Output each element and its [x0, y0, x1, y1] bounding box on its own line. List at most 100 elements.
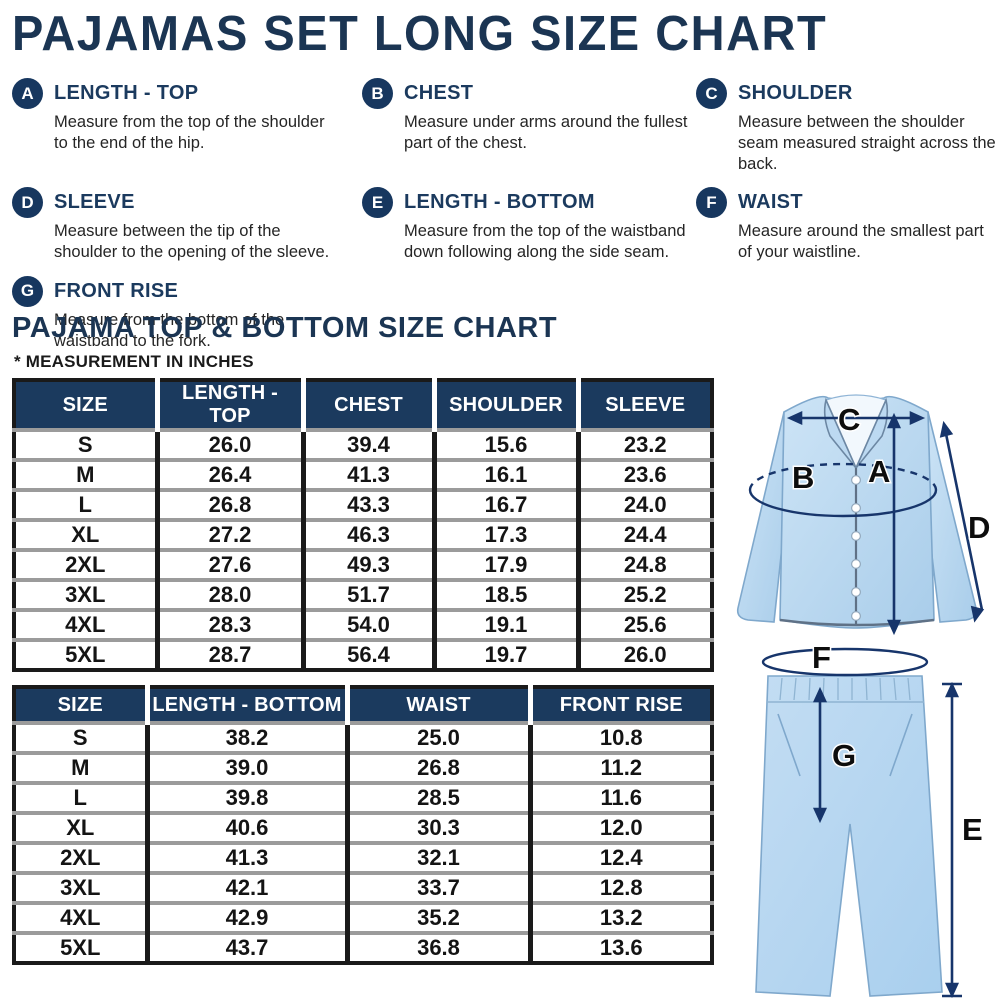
- waist-measure-ellipse: [761, 647, 929, 677]
- measurement-cell: 18.5: [434, 580, 581, 612]
- measurement-cell: 25.0: [347, 723, 533, 755]
- definition-header: D SLEEVE: [12, 187, 362, 219]
- section-subtitle: PAJAMA TOP & BOTTOM SIZE CHART: [12, 312, 558, 344]
- measurement-cell: 12.8: [530, 873, 712, 905]
- letter-badge: B: [362, 78, 393, 109]
- measurement-cell: 39.8: [147, 783, 350, 815]
- measurement-cell: 28.7: [157, 640, 306, 670]
- table-row: XL 27.2 46.3 17.3 24.4: [14, 520, 712, 552]
- measurement-cell: 23.6: [578, 460, 712, 492]
- measurement-cell: 12.0: [530, 813, 712, 845]
- size-cell: 2XL: [14, 550, 160, 582]
- definitions-grid: A LENGTH - TOP Measure from the top of t…: [12, 78, 1000, 351]
- definition-header: A LENGTH - TOP: [12, 78, 362, 109]
- length-top-measure-arrow: [886, 412, 902, 636]
- length-bottom-letter-label: E: [962, 812, 983, 847]
- letter-badge: C: [696, 78, 727, 109]
- measurement-cell: 24.0: [578, 490, 712, 522]
- table-row: S 38.2 25.0 10.8: [14, 723, 712, 755]
- size-cell: S: [14, 723, 150, 755]
- measurement-cell: 42.9: [147, 903, 350, 935]
- measurement-cell: 36.8: [347, 933, 533, 963]
- column-header: FRONT RISE: [530, 687, 712, 725]
- definition-header: B CHEST: [362, 78, 696, 109]
- table-row: 3XL 42.1 33.7 12.8: [14, 873, 712, 905]
- measurement-cell: 26.8: [347, 753, 533, 785]
- table-row: 5XL 28.7 56.4 19.7 26.0: [14, 640, 712, 670]
- measurement-cell: 15.6: [434, 430, 581, 462]
- size-cell: XL: [14, 520, 160, 552]
- measurement-cell: 26.0: [578, 640, 712, 670]
- pants-body: [755, 675, 943, 997]
- measurement-cell: 33.7: [347, 873, 533, 905]
- definition-term: CHEST: [404, 82, 474, 104]
- measurement-cell: 17.3: [434, 520, 581, 552]
- measurement-cell: 11.2: [530, 753, 712, 785]
- size-cell: 4XL: [14, 610, 160, 642]
- measurement-cell: 26.0: [157, 430, 306, 462]
- length-top-letter-label: A: [868, 454, 890, 489]
- definition-item: F WAIST Measure around the smallest part…: [696, 187, 1000, 263]
- definition-description: Measure from the top of the shoulder to …: [54, 113, 325, 152]
- pants-right-pocket-line: [889, 713, 913, 777]
- measurement-cell: 17.9: [434, 550, 581, 582]
- definition-term: LENGTH - TOP: [54, 82, 199, 104]
- measurement-cell: 27.6: [157, 550, 306, 582]
- measurement-cell: 24.4: [578, 520, 712, 552]
- units-note: * MEASUREMENT IN INCHES: [14, 352, 254, 371]
- column-header: WAIST: [347, 687, 533, 725]
- definition-description: Measure under arms around the fullest pa…: [404, 113, 688, 152]
- measurement-cell: 16.7: [434, 490, 581, 522]
- measurement-cell: 54.0: [303, 610, 437, 642]
- definition-description: Measure from the top of the waistband do…: [404, 222, 686, 262]
- size-cell: M: [14, 753, 150, 785]
- measurement-cell: 10.8: [530, 723, 712, 755]
- front-rise-measure-arrow: [812, 686, 828, 824]
- shirt-buttons: [851, 474, 862, 622]
- measurement-cell: 27.2: [157, 520, 306, 552]
- size-cell: 2XL: [14, 843, 150, 875]
- column-header: SHOULDER: [434, 380, 581, 432]
- shirt-left-sleeve: [736, 411, 789, 623]
- column-header: SIZE: [14, 380, 160, 432]
- measurement-cell: 28.0: [157, 580, 306, 612]
- measurement-cell: 24.8: [578, 550, 712, 582]
- measurement-cell: 41.3: [147, 843, 350, 875]
- size-cell: 5XL: [14, 933, 150, 963]
- table-row: 2XL 41.3 32.1 12.4: [14, 843, 712, 875]
- shoulder-letter-label: C: [838, 402, 860, 437]
- top-size-table: SIZE LENGTH - TOP CHEST SHOULDER SLEEVE S 26.0…: [12, 378, 714, 672]
- measurement-cell: 25.6: [578, 610, 712, 642]
- sleeve-letter-label: D: [968, 510, 990, 545]
- measurement-cell: 51.7: [303, 580, 437, 612]
- table-row: XL 40.6 30.3 12.0: [14, 813, 712, 845]
- column-header: SLEEVE: [578, 380, 712, 432]
- table-row: L 39.8 28.5 11.6: [14, 783, 712, 815]
- definition-item: C SHOULDER Measure between the shoulder …: [696, 78, 1000, 174]
- measurement-cell: 30.3: [347, 813, 533, 845]
- shoulder-measure-arrow: [786, 410, 926, 426]
- sleeve-measure-arrow: [939, 420, 985, 623]
- definition-item: A LENGTH - TOP Measure from the top of t…: [12, 78, 362, 174]
- measurement-cell: 16.1: [434, 460, 581, 492]
- size-cell: 4XL: [14, 903, 150, 935]
- measurement-cell: 35.2: [347, 903, 533, 935]
- definition-item: B CHEST Measure under arms around the fu…: [362, 78, 696, 174]
- size-cell: 5XL: [14, 640, 160, 670]
- pajama-top-figure: C A B D: [736, 394, 992, 636]
- size-tables: SIZE LENGTH - TOP CHEST SHOULDER SLEEVE S 26.0…: [12, 378, 714, 965]
- measurement-cell: 49.3: [303, 550, 437, 582]
- measurement-cell: 39.0: [147, 753, 350, 785]
- header-row: SIZE LENGTH - BOTTOM WAIST FRONT RISE: [14, 687, 712, 725]
- measurement-cell: 40.6: [147, 813, 350, 845]
- measurement-cell: 32.1: [347, 843, 533, 875]
- definition-item: D SLEEVE Measure between the tip of the …: [12, 187, 362, 263]
- pants-left-pocket-line: [777, 713, 801, 777]
- measurement-cell: 13.6: [530, 933, 712, 963]
- measurement-cell: 26.4: [157, 460, 306, 492]
- table-row: 4XL 42.9 35.2 13.2: [14, 903, 712, 935]
- table-row: 5XL 43.7 36.8 13.6: [14, 933, 712, 963]
- definition-header: E LENGTH - BOTTOM: [362, 187, 696, 219]
- letter-badge: G: [12, 275, 43, 307]
- definition-term: FRONT RISE: [54, 279, 179, 302]
